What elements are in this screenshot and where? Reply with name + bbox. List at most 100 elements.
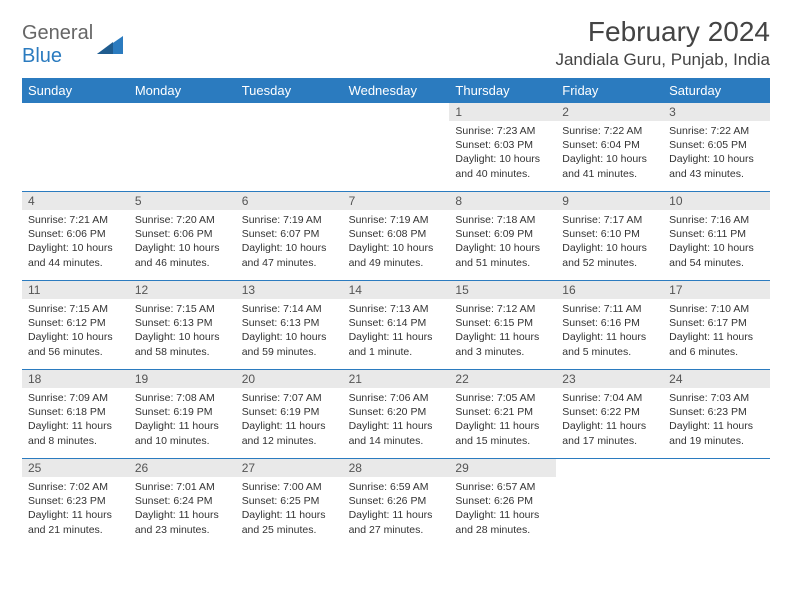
day-info: Sunrise: 7:15 AMSunset: 6:13 PMDaylight:… [129,299,236,363]
daylight-line: Daylight: 11 hours and 27 minutes. [349,508,444,536]
day-number: 22 [449,370,556,388]
daylight-line: Daylight: 11 hours and 1 minute. [349,330,444,358]
sunset-line: Sunset: 6:20 PM [349,405,444,419]
day-number: 5 [129,192,236,210]
day-info: Sunrise: 7:23 AMSunset: 6:03 PMDaylight:… [449,121,556,185]
sunset-line: Sunset: 6:23 PM [28,494,123,508]
sunrise-line: Sunrise: 7:03 AM [669,391,764,405]
day-info: Sunrise: 7:09 AMSunset: 6:18 PMDaylight:… [22,388,129,452]
sunset-line: Sunset: 6:12 PM [28,316,123,330]
sunset-line: Sunset: 6:10 PM [562,227,657,241]
sunrise-line: Sunrise: 7:13 AM [349,302,444,316]
sunset-line: Sunset: 6:25 PM [242,494,337,508]
month-title: February 2024 [555,16,770,48]
calendar-cell [343,103,450,191]
sunset-line: Sunset: 6:18 PM [28,405,123,419]
sunrise-line: Sunrise: 7:10 AM [669,302,764,316]
calendar-cell: 9Sunrise: 7:17 AMSunset: 6:10 PMDaylight… [556,192,663,280]
day-number: 17 [663,281,770,299]
day-number: 19 [129,370,236,388]
sunset-line: Sunset: 6:06 PM [135,227,230,241]
calendar-cell: 14Sunrise: 7:13 AMSunset: 6:14 PMDayligh… [343,281,450,369]
logo-text: General Blue [22,22,93,68]
sunrise-line: Sunrise: 7:14 AM [242,302,337,316]
sunset-line: Sunset: 6:08 PM [349,227,444,241]
daylight-line: Daylight: 11 hours and 3 minutes. [455,330,550,358]
sunset-line: Sunset: 6:21 PM [455,405,550,419]
sunrise-line: Sunrise: 7:18 AM [455,213,550,227]
sunrise-line: Sunrise: 7:00 AM [242,480,337,494]
daylight-line: Daylight: 10 hours and 58 minutes. [135,330,230,358]
day-number: 11 [22,281,129,299]
calendar-cell: 28Sunrise: 6:59 AMSunset: 6:26 PMDayligh… [343,459,450,547]
location-subtitle: Jandiala Guru, Punjab, India [555,50,770,70]
dayname-sunday: Sunday [22,78,129,103]
dayname-monday: Monday [129,78,236,103]
day-number: 29 [449,459,556,477]
day-info: Sunrise: 7:07 AMSunset: 6:19 PMDaylight:… [236,388,343,452]
sunrise-line: Sunrise: 7:07 AM [242,391,337,405]
calendar-body: 1Sunrise: 7:23 AMSunset: 6:03 PMDaylight… [22,103,770,547]
calendar-header-row: SundayMondayTuesdayWednesdayThursdayFrid… [22,78,770,103]
calendar-cell: 24Sunrise: 7:03 AMSunset: 6:23 PMDayligh… [663,370,770,458]
daylight-line: Daylight: 10 hours and 44 minutes. [28,241,123,269]
calendar-cell: 1Sunrise: 7:23 AMSunset: 6:03 PMDaylight… [449,103,556,191]
day-info: Sunrise: 7:20 AMSunset: 6:06 PMDaylight:… [129,210,236,274]
daylight-line: Daylight: 10 hours and 56 minutes. [28,330,123,358]
day-number: 3 [663,103,770,121]
day-info: Sunrise: 7:14 AMSunset: 6:13 PMDaylight:… [236,299,343,363]
day-info: Sunrise: 7:16 AMSunset: 6:11 PMDaylight:… [663,210,770,274]
calendar-cell: 3Sunrise: 7:22 AMSunset: 6:05 PMDaylight… [663,103,770,191]
calendar-cell: 15Sunrise: 7:12 AMSunset: 6:15 PMDayligh… [449,281,556,369]
day-number: 10 [663,192,770,210]
day-number: 2 [556,103,663,121]
sunrise-line: Sunrise: 7:08 AM [135,391,230,405]
daylight-line: Daylight: 10 hours and 49 minutes. [349,241,444,269]
sunrise-line: Sunrise: 7:19 AM [349,213,444,227]
sunrise-line: Sunrise: 7:09 AM [28,391,123,405]
sunset-line: Sunset: 6:07 PM [242,227,337,241]
sunset-line: Sunset: 6:05 PM [669,138,764,152]
sunrise-line: Sunrise: 7:15 AM [28,302,123,316]
sunrise-line: Sunrise: 7:22 AM [669,124,764,138]
daylight-line: Daylight: 11 hours and 23 minutes. [135,508,230,536]
daylight-line: Daylight: 11 hours and 28 minutes. [455,508,550,536]
day-info: Sunrise: 7:19 AMSunset: 6:07 PMDaylight:… [236,210,343,274]
day-info: Sunrise: 7:13 AMSunset: 6:14 PMDaylight:… [343,299,450,363]
day-info: Sunrise: 6:57 AMSunset: 6:26 PMDaylight:… [449,477,556,541]
calendar-cell [556,459,663,547]
calendar-cell: 23Sunrise: 7:04 AMSunset: 6:22 PMDayligh… [556,370,663,458]
calendar-cell: 6Sunrise: 7:19 AMSunset: 6:07 PMDaylight… [236,192,343,280]
calendar-cell [129,103,236,191]
sunset-line: Sunset: 6:17 PM [669,316,764,330]
day-number: 23 [556,370,663,388]
day-number: 8 [449,192,556,210]
daylight-line: Daylight: 11 hours and 25 minutes. [242,508,337,536]
sunrise-line: Sunrise: 7:19 AM [242,213,337,227]
day-number: 7 [343,192,450,210]
sunrise-line: Sunrise: 7:04 AM [562,391,657,405]
daylight-line: Daylight: 10 hours and 47 minutes. [242,241,337,269]
day-info: Sunrise: 7:06 AMSunset: 6:20 PMDaylight:… [343,388,450,452]
sunrise-line: Sunrise: 7:20 AM [135,213,230,227]
sunrise-line: Sunrise: 7:01 AM [135,480,230,494]
calendar-cell: 13Sunrise: 7:14 AMSunset: 6:13 PMDayligh… [236,281,343,369]
sunrise-line: Sunrise: 7:11 AM [562,302,657,316]
calendar-cell: 26Sunrise: 7:01 AMSunset: 6:24 PMDayligh… [129,459,236,547]
day-number: 25 [22,459,129,477]
sunset-line: Sunset: 6:03 PM [455,138,550,152]
sunset-line: Sunset: 6:04 PM [562,138,657,152]
page-header: General Blue February 2024 Jandiala Guru… [22,16,770,70]
day-number: 12 [129,281,236,299]
calendar-cell: 27 Sunrise: 7:00 AMSunset: 6:25 PMDayligh… [236,459,343,547]
day-number: 27 [236,459,343,477]
day-number: 24 [663,370,770,388]
calendar-cell: 16Sunrise: 7:11 AMSunset: 6:16 PMDayligh… [556,281,663,369]
sunset-line: Sunset: 6:13 PM [135,316,230,330]
daylight-line: Daylight: 11 hours and 19 minutes. [669,419,764,447]
daylight-line: Daylight: 11 hours and 14 minutes. [349,419,444,447]
sunrise-line: Sunrise: 7:06 AM [349,391,444,405]
day-info: Sunrise: 7:18 AMSunset: 6:09 PMDaylight:… [449,210,556,274]
sunset-line: Sunset: 6:26 PM [349,494,444,508]
sunset-line: Sunset: 6:22 PM [562,405,657,419]
